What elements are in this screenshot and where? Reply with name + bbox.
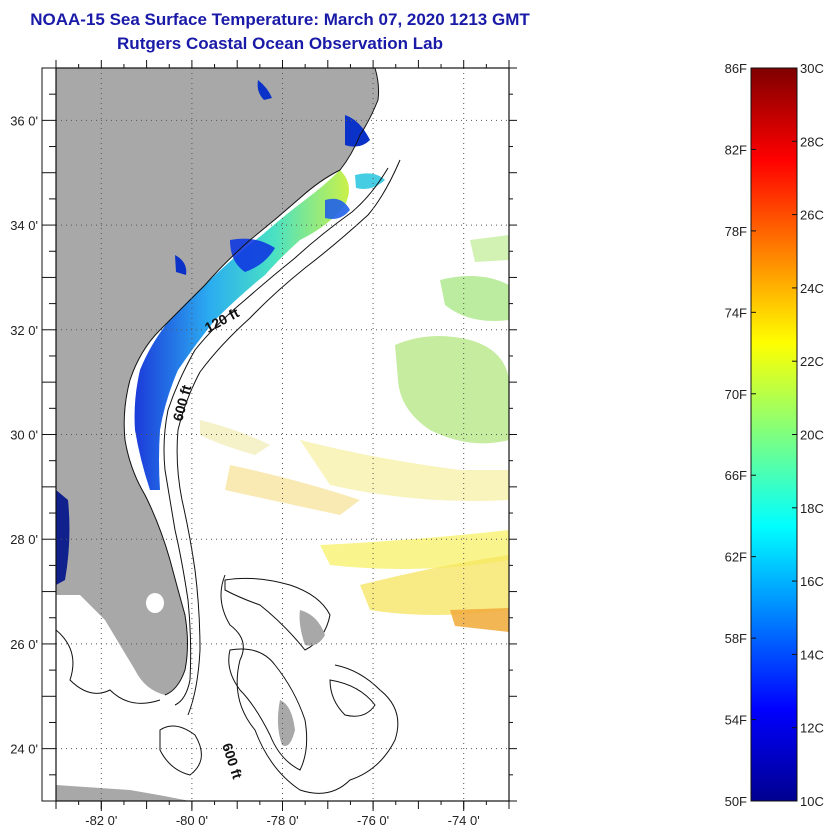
andros-island [277, 700, 295, 746]
cold-eddy-nc [325, 198, 350, 219]
inland-lake [257, 80, 272, 100]
colorbar-f-label: 58F [725, 631, 747, 646]
lon-tick-label: -82 0' [85, 813, 117, 828]
exuma-bank [329, 679, 376, 717]
colorbar-f-label: 82F [725, 142, 747, 157]
isobath-bahamas [56, 574, 399, 794]
longitude-labels: -82 0' -80 0' -78 0' -76 0' -74 0' [85, 813, 480, 828]
graticule [56, 68, 509, 801]
lat-tick-label: 30 0' [10, 428, 38, 443]
coastline [123, 68, 380, 696]
abaco-island [299, 610, 325, 646]
isobath-120ft [163, 167, 389, 706]
colorbar-f-label: 62F [725, 550, 747, 565]
colorbar-c-label: 30C [800, 61, 824, 76]
colorbar-f-label: 66F [725, 468, 747, 483]
colorbar-c-label: 18C [800, 501, 824, 516]
lat-tick-label: 26 0' [10, 637, 38, 652]
pamlico-sound [345, 115, 370, 147]
colorbar-c-label: 14C [800, 647, 824, 662]
isobath-cay-sal [159, 725, 202, 776]
latitude-labels: 24 0' 26 0' 28 0' 30 0' 32 0' 34 0' 36 0' [10, 113, 38, 756]
colorbar-c-label: 26C [800, 208, 824, 223]
cold-eddy-sc [230, 238, 275, 272]
lat-tick-label: 36 0' [10, 113, 38, 128]
colorbar-c-label: 20C [800, 428, 824, 443]
minor-ticks [42, 60, 517, 811]
colorbar-f-label: 74F [725, 305, 747, 320]
colorbar-c-label: 24C [800, 281, 824, 296]
colorbar-f-label: 78F [725, 224, 747, 239]
isobath-600ft [176, 159, 401, 716]
colorbar-f-label: 50F [725, 794, 747, 809]
colorbar [750, 67, 798, 802]
map-title: NOAA-15 Sea Surface Temperature: March 0… [30, 10, 530, 29]
map-subtitle: Rutgers Coastal Ocean Observation Lab [117, 34, 443, 53]
cold-water-hatteras [355, 173, 385, 189]
colorbar-f-label: 70F [725, 387, 747, 402]
offshore-sst-patches [200, 235, 509, 632]
lake-marion [175, 255, 187, 275]
colorbar-c-label: 22C [800, 354, 824, 369]
lat-tick-label: 24 0' [10, 742, 38, 757]
lon-tick-label: -78 0' [266, 813, 298, 828]
cuba-land [56, 785, 190, 801]
lon-tick-label: -74 0' [448, 813, 480, 828]
colorbar-f-label: 54F [725, 713, 747, 728]
colorbar-f-label: 86F [725, 61, 747, 76]
lat-tick-label: 28 0' [10, 532, 38, 547]
lon-tick-label: -76 0' [357, 813, 389, 828]
colorbar-c-label: 16C [800, 574, 824, 589]
colorbar-c-label: 10C [800, 794, 824, 809]
lat-tick-label: 32 0' [10, 323, 38, 338]
gulf-coastal-water [56, 490, 70, 585]
lat-tick-label: 34 0' [10, 218, 38, 233]
colorbar-c-label: 12C [800, 721, 824, 736]
lake-okeechobee [146, 593, 164, 613]
colorbar-c-label: 28C [800, 134, 824, 149]
lon-tick-label: -80 0' [176, 813, 208, 828]
colorbar-labels: 86F 82F 78F 74F 70F 66F 62F 58F 54F 50F 30C 28C 26C 2… [725, 61, 824, 809]
